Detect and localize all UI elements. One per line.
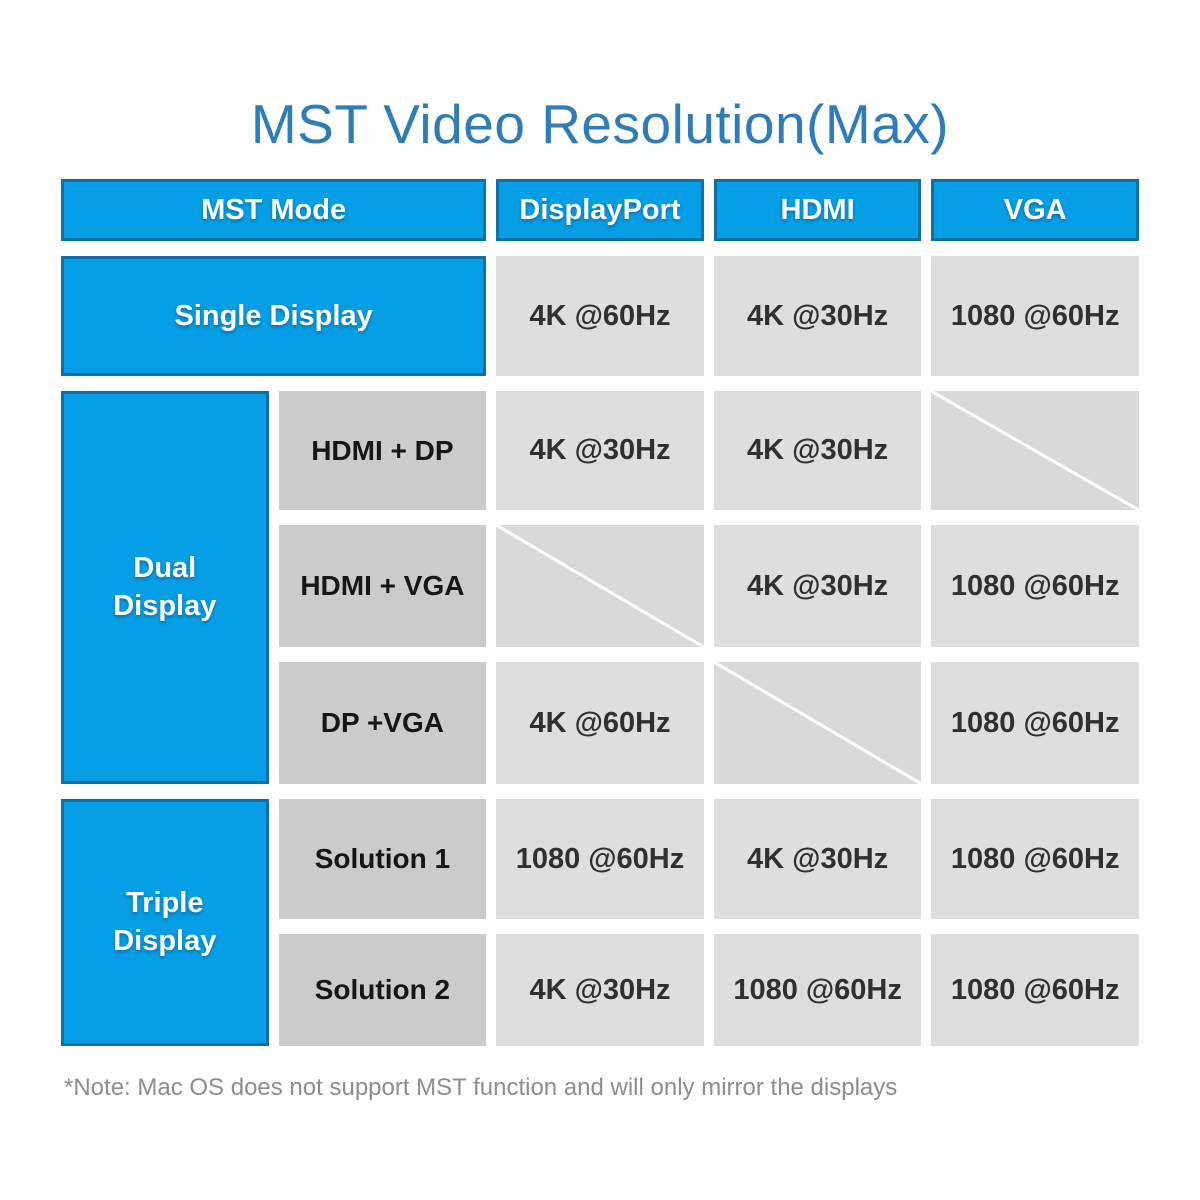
triple-display-label: Triple Display [113, 886, 217, 957]
group-label-dual-display: Dual Display [61, 391, 269, 784]
cell-single-displayport: 4K @60Hz [496, 256, 704, 376]
cell-dp-vga-displayport: 4K @60Hz [496, 662, 704, 784]
footnote: *Note: Mac OS does not support MST funct… [64, 1074, 898, 1101]
cell-solution2-vga: 1080 @60Hz [931, 934, 1139, 1046]
header-mst-mode: MST Mode [61, 179, 487, 241]
cell-hdmi-vga-vga: 1080 @60Hz [931, 525, 1139, 647]
cell-single-vga: 1080 @60Hz [931, 256, 1139, 376]
page-title: MST Video Resolution(Max) [250, 93, 950, 155]
cell-hdmi-vga-displayport-not-supported [496, 525, 704, 647]
cell-solution1-hdmi: 4K @30Hz [713, 799, 922, 919]
cell-solution2-displayport: 4K @30Hz [496, 934, 704, 1046]
cell-solution2-hdmi: 1080 @60Hz [713, 934, 922, 1046]
cell-hdmi-vga-hdmi: 4K @30Hz [713, 525, 922, 647]
cell-hdmi-dp-displayport: 4K @30Hz [496, 391, 704, 510]
row-label-solution-1: Solution 1 [278, 799, 487, 919]
header-vga: VGA [931, 179, 1139, 241]
cell-solution1-displayport: 1080 @60Hz [496, 799, 704, 919]
row-label-hdmi-vga: HDMI + VGA [278, 525, 487, 647]
cell-hdmi-dp-vga-not-supported [931, 391, 1139, 510]
cell-solution1-vga: 1080 @60Hz [931, 799, 1139, 919]
group-label-triple-display: Triple Display [61, 799, 269, 1046]
row-label-hdmi-dp: HDMI + DP [278, 391, 487, 510]
not-supported-slash-icon [931, 391, 1139, 510]
not-supported-slash-icon [496, 525, 704, 647]
row-label-single-display: Single Display [61, 256, 487, 376]
row-label-dp-vga: DP +VGA [278, 662, 487, 784]
cell-dp-vga-vga: 1080 @60Hz [931, 662, 1139, 784]
header-displayport: DisplayPort [496, 179, 704, 241]
dual-display-label: Dual Display [113, 551, 217, 622]
not-supported-slash-icon [714, 662, 922, 784]
cell-dp-vga-hdmi-not-supported [713, 662, 922, 784]
cell-hdmi-dp-hdmi: 4K @30Hz [713, 391, 922, 510]
header-hdmi: HDMI [713, 179, 922, 241]
row-label-solution-2: Solution 2 [278, 934, 487, 1046]
mst-resolution-table: MST Mode DisplayPort HDMI VGA Single Dis… [61, 179, 1139, 1046]
cell-single-hdmi: 4K @30Hz [713, 256, 922, 376]
